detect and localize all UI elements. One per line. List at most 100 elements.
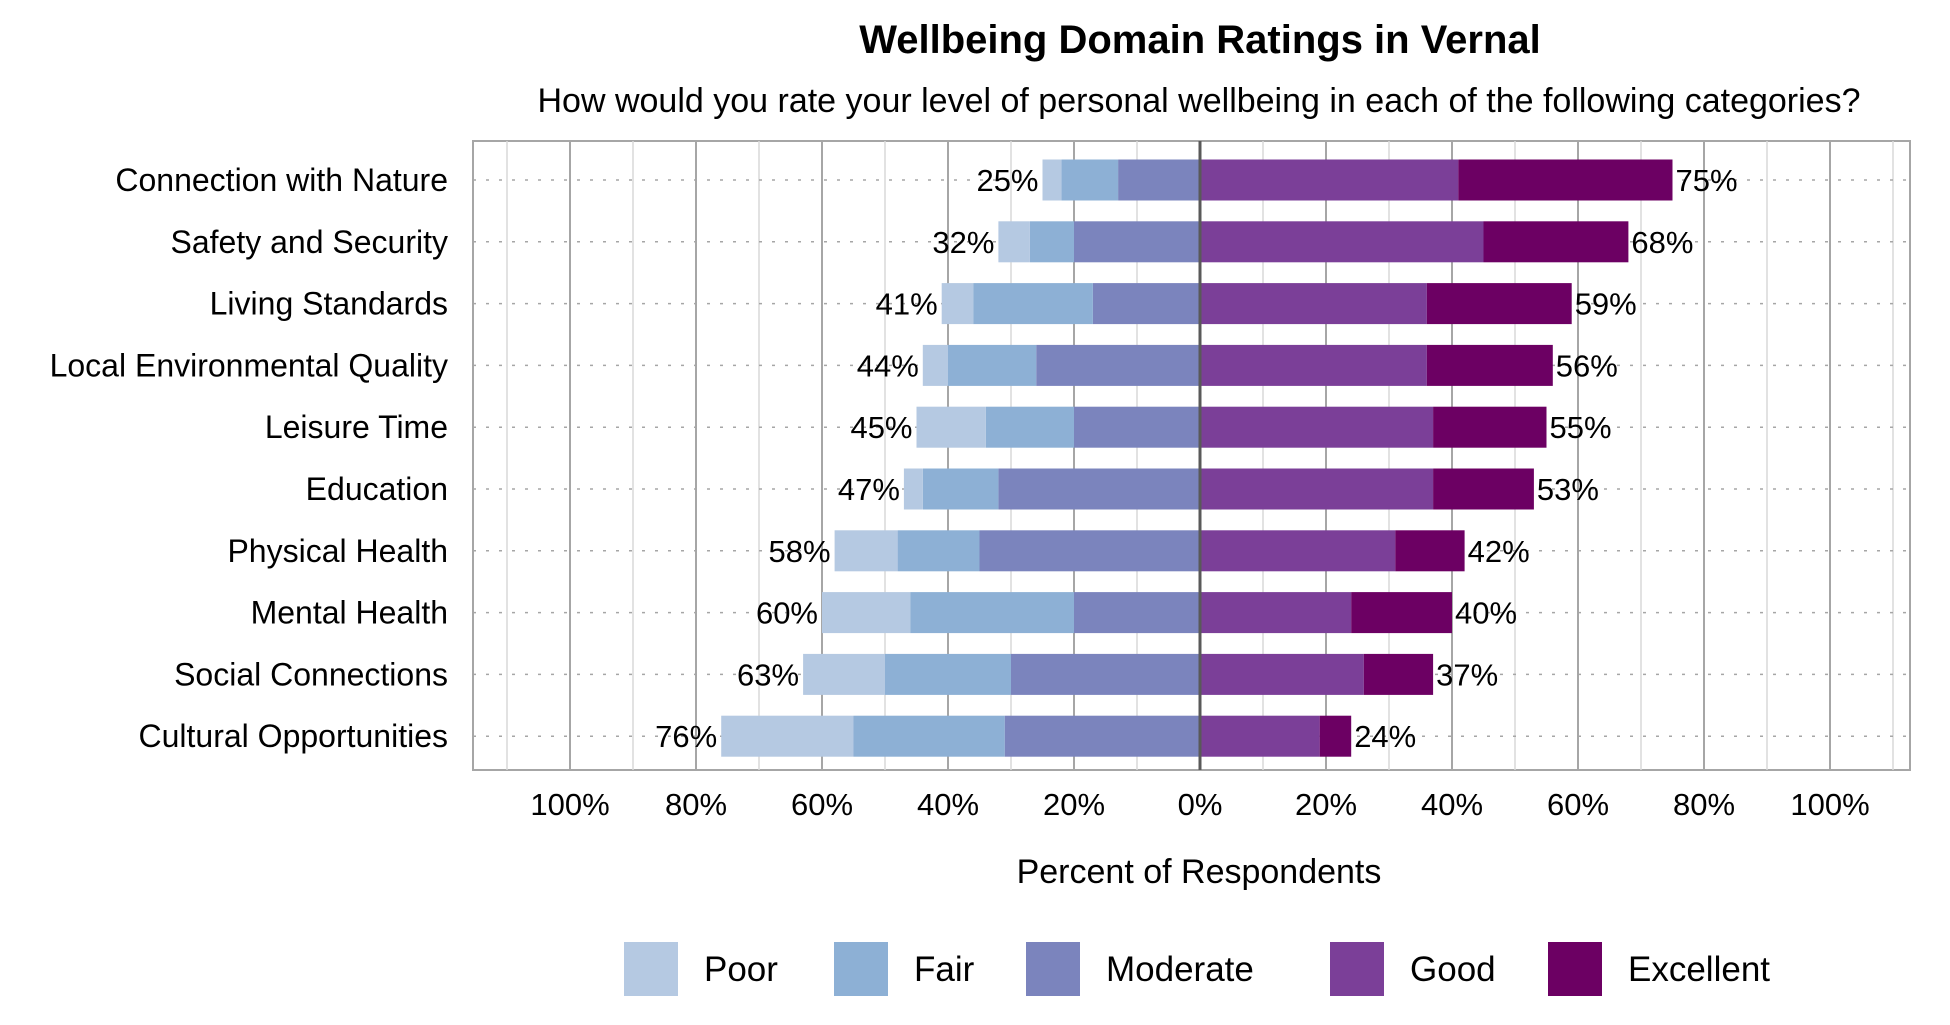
positive-total-label: 37% — [1436, 657, 1498, 692]
bar-good — [1200, 653, 1364, 695]
bar-fair — [853, 715, 1005, 757]
legend-swatch — [1026, 942, 1080, 996]
legend-swatch — [834, 942, 888, 996]
positive-total-label: 40% — [1455, 596, 1517, 631]
bar-moderate — [1092, 283, 1200, 325]
bar-good — [1200, 406, 1434, 448]
bar-fair — [922, 468, 999, 510]
negative-total-label: 60% — [756, 596, 818, 631]
x-tick-label: 100% — [530, 787, 609, 822]
positive-total-label: 56% — [1556, 348, 1618, 383]
negative-total-label: 44% — [857, 348, 919, 383]
negative-total-label: 63% — [737, 657, 799, 692]
x-tick-label: 80% — [1673, 787, 1735, 822]
legend-item-poor: Poor — [624, 942, 778, 996]
legend-swatch — [1330, 942, 1384, 996]
plot-area-border — [472, 140, 1911, 771]
positive-total-label: 75% — [1676, 163, 1738, 198]
legend-item-good: Good — [1330, 942, 1496, 996]
legend-item-fair: Fair — [834, 942, 975, 996]
bar-good — [1200, 159, 1459, 201]
x-tick-label: 20% — [1295, 787, 1357, 822]
legend-label: Good — [1410, 950, 1496, 989]
bar-poor — [922, 344, 948, 386]
legend-swatch — [1548, 942, 1602, 996]
negative-total-label: 41% — [876, 287, 938, 322]
bar-good — [1200, 715, 1320, 757]
bar-good — [1200, 592, 1352, 634]
bar-fair — [910, 592, 1074, 634]
bar-excellent — [1363, 653, 1434, 695]
bar-moderate — [1074, 592, 1200, 634]
category-label: Social Connections — [174, 656, 448, 692]
bar-poor — [822, 592, 911, 634]
bar-moderate — [1074, 221, 1200, 263]
bar-poor — [903, 468, 923, 510]
bar-good — [1200, 283, 1427, 325]
x-tick-label: 20% — [1043, 787, 1105, 822]
category-label: Living Standards — [210, 286, 448, 322]
bar-good — [1200, 221, 1484, 263]
negative-total-label: 58% — [769, 534, 831, 569]
negative-total-label: 76% — [655, 719, 717, 754]
bar-excellent — [1483, 221, 1629, 263]
x-tick-label: 60% — [1547, 787, 1609, 822]
x-tick-label: 60% — [791, 787, 853, 822]
bar-excellent — [1426, 283, 1572, 325]
legend: Poor Fair Moderate Good Excellent — [624, 942, 1770, 996]
positive-total-label: 55% — [1550, 410, 1612, 445]
category-label: Cultural Opportunities — [139, 718, 448, 754]
negative-total-label: 25% — [976, 163, 1038, 198]
bar-excellent — [1433, 468, 1534, 510]
bar-excellent — [1458, 159, 1673, 201]
positive-total-label: 42% — [1468, 534, 1530, 569]
bar-poor — [998, 221, 1030, 263]
negative-total-label: 47% — [838, 472, 900, 507]
legend-label: Excellent — [1628, 950, 1770, 989]
bar-excellent — [1319, 715, 1352, 757]
bar-moderate — [1036, 344, 1200, 386]
category-label: Education — [306, 471, 448, 507]
chart-subtitle: How would you rate your level of persona… — [538, 82, 1861, 120]
bar-moderate — [1074, 406, 1200, 448]
bar-poor — [721, 715, 854, 757]
category-label: Connection with Nature — [115, 162, 448, 198]
x-tick-label: 80% — [665, 787, 727, 822]
bar-poor — [803, 653, 885, 695]
x-tick-label: 0% — [1178, 787, 1223, 822]
legend-item-moderate: Moderate — [1026, 942, 1254, 996]
bar-fair — [948, 344, 1037, 386]
category-label: Mental Health — [251, 595, 448, 631]
x-axis-title: Percent of Respondents — [1017, 853, 1382, 891]
bar-poor — [941, 283, 974, 325]
bar-fair — [1061, 159, 1119, 201]
bar-good — [1200, 530, 1396, 572]
bar-moderate — [998, 468, 1200, 510]
bar-fair — [1029, 221, 1074, 263]
bar-poor — [916, 406, 986, 448]
negative-total-label: 45% — [850, 410, 912, 445]
legend-swatch — [624, 942, 678, 996]
labels-layer: Connection with Nature 25% 75% Safety and S… — [50, 162, 1870, 822]
bar-excellent — [1426, 344, 1553, 386]
chart-title: Wellbeing Domain Ratings in Vernal — [859, 18, 1541, 62]
x-tick-label: 40% — [1421, 787, 1483, 822]
positive-total-label: 53% — [1537, 472, 1599, 507]
x-tick-label: 100% — [1790, 787, 1869, 822]
positive-total-label: 68% — [1631, 225, 1693, 260]
bar-fair — [973, 283, 1093, 325]
bar-poor — [1042, 159, 1062, 201]
bar-good — [1200, 344, 1427, 386]
legend-label: Moderate — [1106, 950, 1254, 989]
bar-moderate — [1118, 159, 1200, 201]
bar-excellent — [1351, 592, 1452, 634]
category-label: Local Environmental Quality — [50, 347, 448, 383]
bar-fair — [897, 530, 980, 572]
positive-total-label: 24% — [1354, 719, 1416, 754]
bar-moderate — [979, 530, 1200, 572]
legend-label: Poor — [704, 950, 778, 989]
bar-excellent — [1433, 406, 1547, 448]
bars-layer — [721, 141, 1673, 770]
category-label: Physical Health — [227, 533, 448, 569]
